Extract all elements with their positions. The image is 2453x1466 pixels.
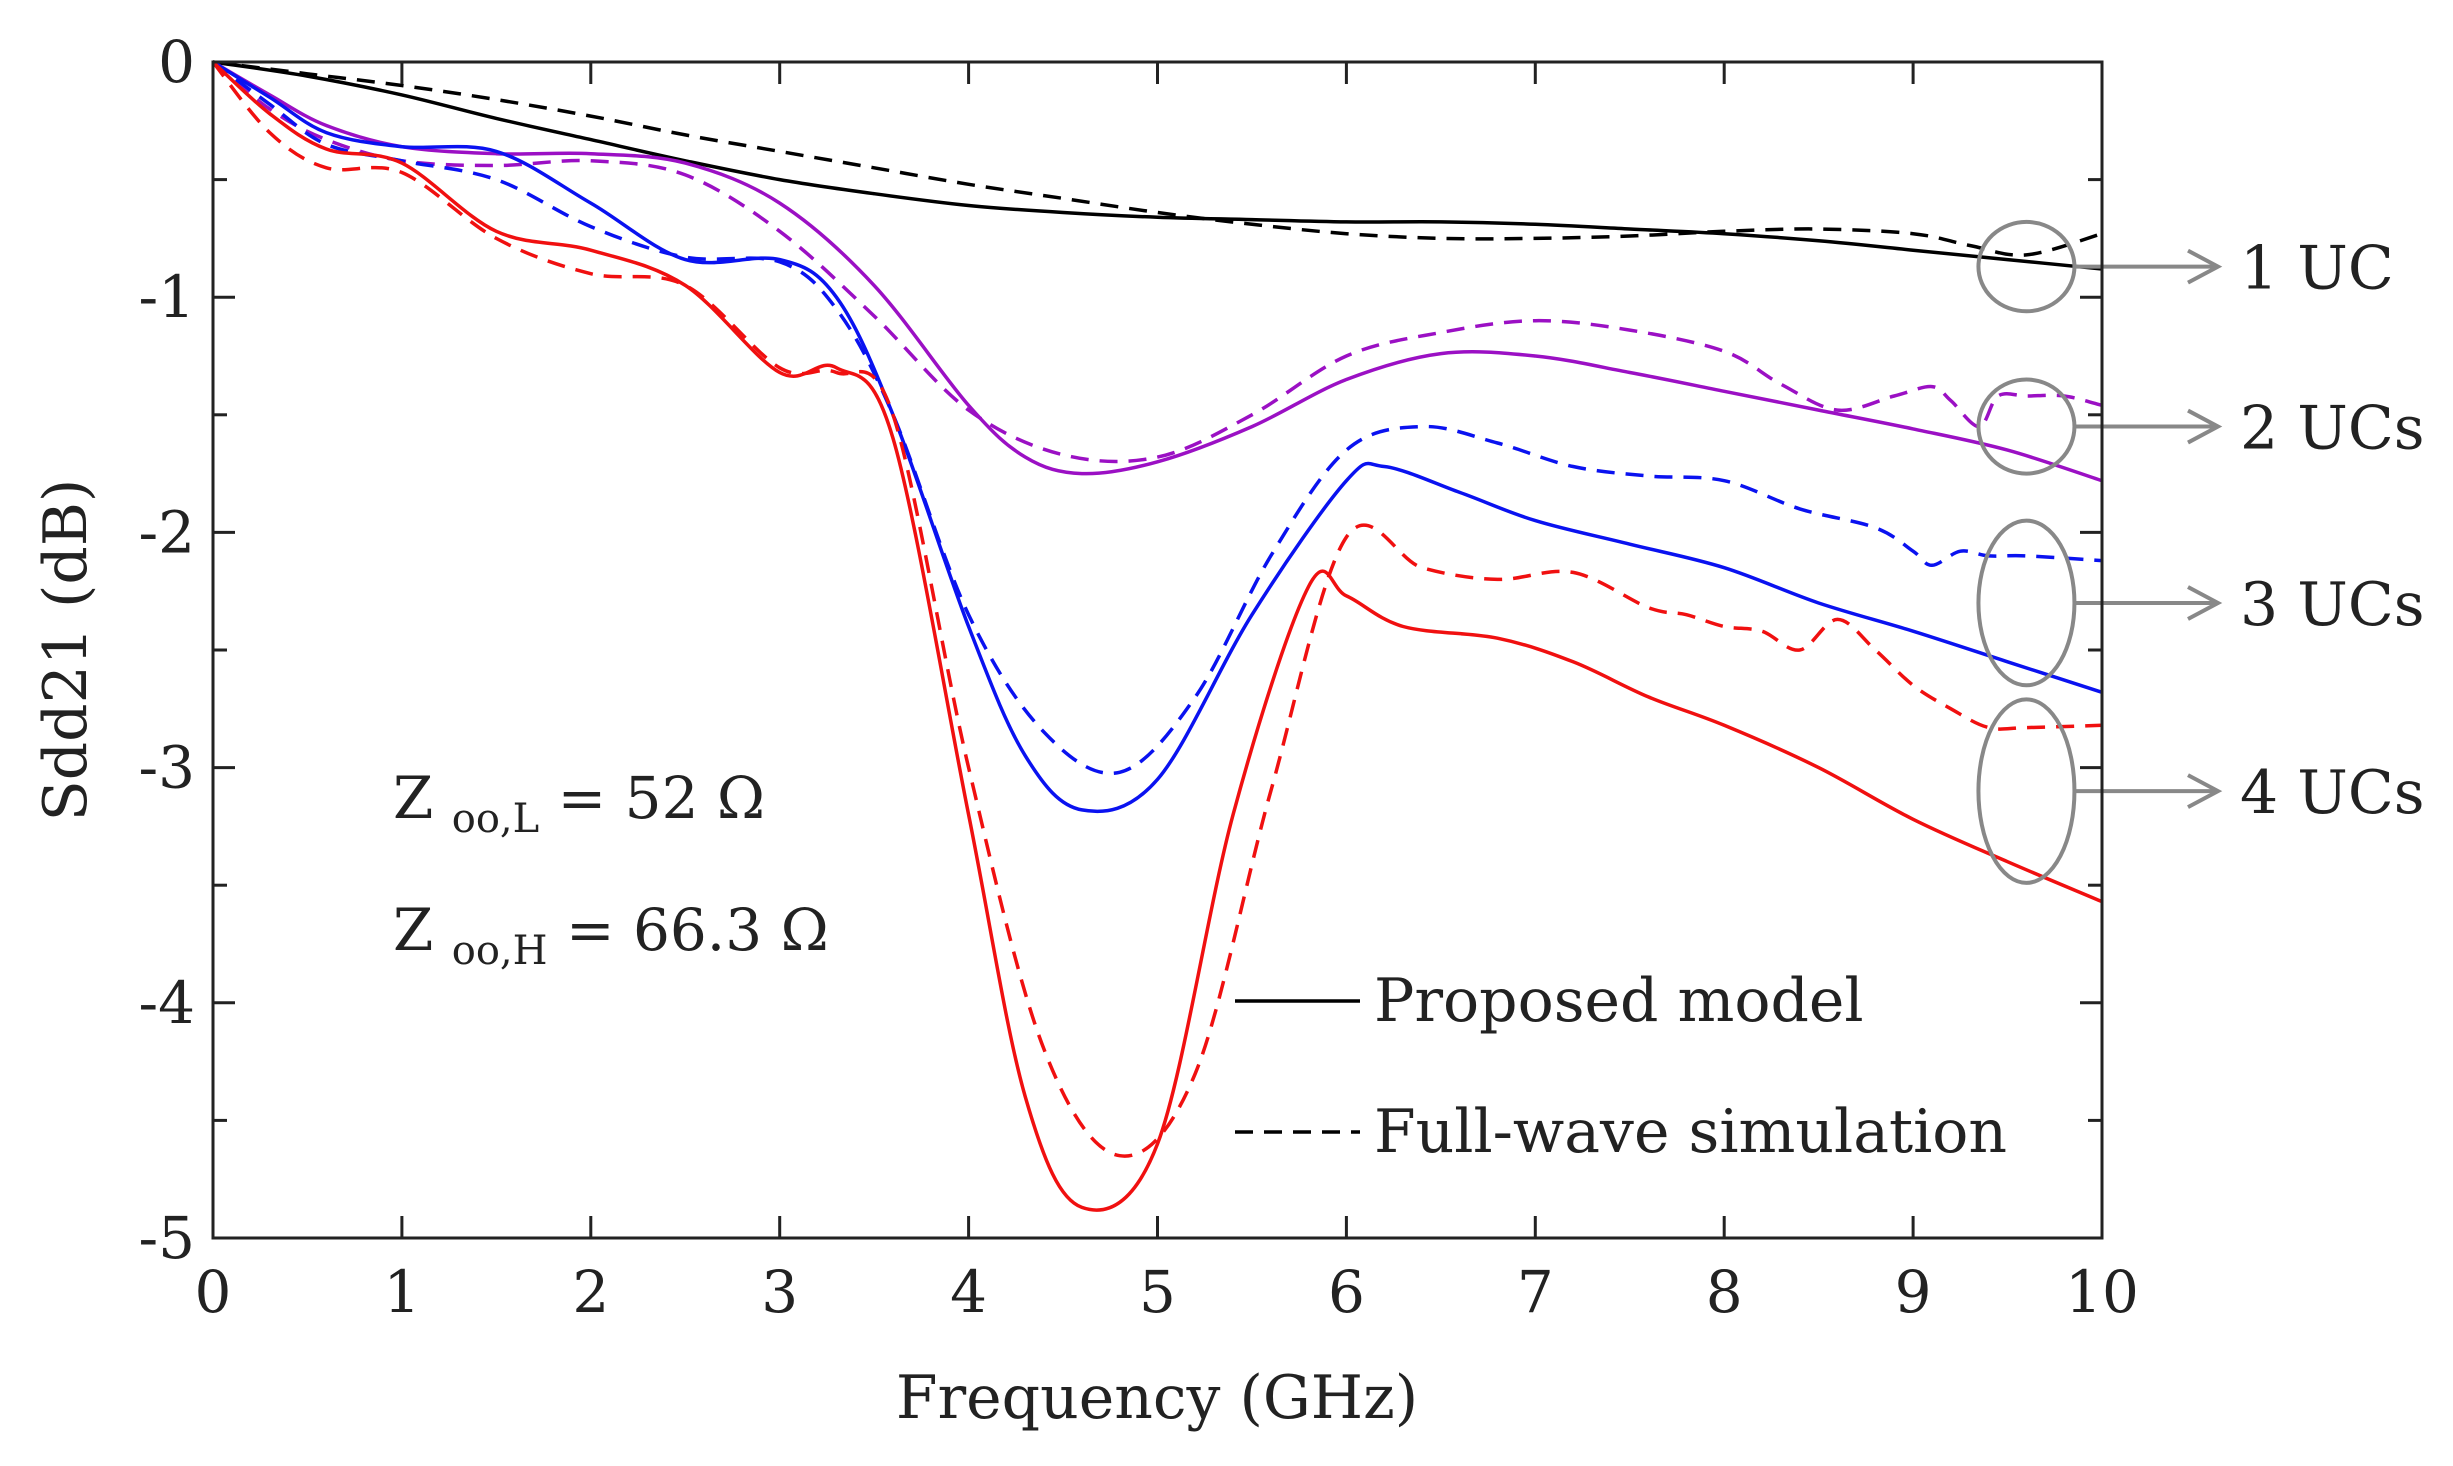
y-tick-label-4: -4 bbox=[139, 969, 196, 1037]
series-line-2 bbox=[212, 60, 2103, 483]
annotation-zl-value: = 52 Ω bbox=[558, 764, 765, 832]
group-label-2: 3 UCs bbox=[2240, 570, 2425, 640]
annotation-zh-main: Z bbox=[393, 896, 433, 964]
x-tick-label-5: 5 bbox=[1139, 1258, 1176, 1326]
tick-layer: 0 1 2 3 4 5 6 7 8 9 10 0 -1 -2 -3 -4 -5 bbox=[139, 28, 2139, 1326]
group-label-0: 1 UC bbox=[2240, 234, 2394, 304]
series-line-3 bbox=[211, 60, 2103, 464]
x-tick-label-7: 7 bbox=[1517, 1258, 1554, 1326]
series-line-7 bbox=[211, 60, 2103, 1158]
annotation-zl: Z oo,L = 52 Ω bbox=[393, 764, 765, 846]
x-tick-label-0: 0 bbox=[195, 1258, 232, 1326]
svg-text:Z oo,H = 66.3 Ω: Z oo,H = 66.3 Ω bbox=[393, 896, 829, 978]
annotation-zl-main: Z bbox=[393, 764, 433, 832]
group-arrow-head-3 bbox=[2187, 773, 2223, 809]
group-arrow-head-0 bbox=[2187, 248, 2223, 285]
y-tick-label-3: -3 bbox=[139, 734, 196, 802]
series-line-0 bbox=[212, 60, 2103, 271]
x-tick-label-6: 6 bbox=[1328, 1258, 1365, 1326]
annotation-zl-sub: oo,L bbox=[452, 796, 539, 842]
x-tick-label-10: 10 bbox=[2065, 1258, 2139, 1326]
y-axis-title: Sdd21 (dB) bbox=[31, 479, 101, 822]
series-line-4 bbox=[212, 60, 2103, 814]
group-label-1: 2 UCs bbox=[2240, 394, 2425, 464]
x-tick-label-4: 4 bbox=[950, 1258, 987, 1326]
y-tick-label-2: -2 bbox=[139, 498, 196, 566]
y-tick-label-0: 0 bbox=[158, 28, 195, 96]
x-tick-label-3: 3 bbox=[761, 1258, 798, 1326]
x-axis-title: Frequency (GHz) bbox=[896, 1363, 1418, 1433]
annotation-zh-value: = 66.3 Ω bbox=[566, 896, 829, 964]
annotation-zh: Z oo,H = 66.3 Ω bbox=[393, 896, 829, 978]
legend: Proposed model Full-wave simulation bbox=[1235, 966, 2007, 1167]
series-layer bbox=[211, 60, 2103, 1212]
group-arrow-head-1 bbox=[2187, 408, 2223, 445]
x-tick-label-2: 2 bbox=[572, 1258, 609, 1326]
group-arrow-head-2 bbox=[2187, 585, 2223, 621]
x-tick-label-1: 1 bbox=[383, 1258, 420, 1326]
series-line-6 bbox=[211, 60, 2103, 1212]
legend-label-proposed: Proposed model bbox=[1374, 966, 1864, 1036]
legend-label-fullwave: Full-wave simulation bbox=[1374, 1097, 2007, 1167]
annotation-zh-sub: oo,H bbox=[452, 928, 548, 974]
y-tick-label-5: -5 bbox=[139, 1204, 196, 1272]
group-layer: 1 UC 2 UCs 3 UCs 4 UCs bbox=[1976, 219, 2425, 885]
y-tick-label-1: -1 bbox=[139, 263, 196, 331]
x-tick-label-9: 9 bbox=[1895, 1258, 1932, 1326]
group-label-3: 4 UCs bbox=[2240, 758, 2425, 828]
series-line-1 bbox=[212, 60, 2103, 257]
x-tick-label-8: 8 bbox=[1706, 1258, 1743, 1326]
svg-text:Z oo,L = 52 Ω: Z oo,L = 52 Ω bbox=[393, 764, 765, 846]
